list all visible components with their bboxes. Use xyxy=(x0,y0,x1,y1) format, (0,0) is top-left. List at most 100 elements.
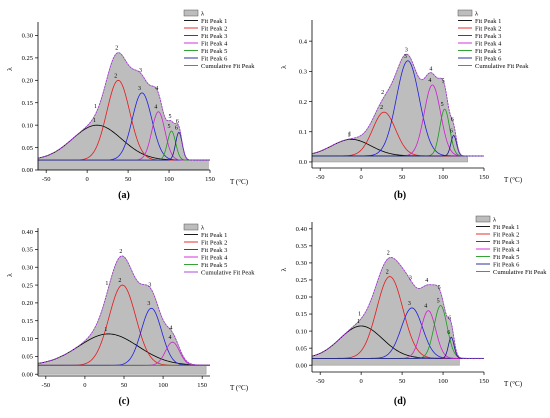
peak-number-label: 6 xyxy=(176,119,179,125)
peak-number-label: 6 xyxy=(175,125,178,131)
legend-swatch-measured xyxy=(475,215,491,223)
y-axis-label: λ xyxy=(279,65,288,69)
x-tick-label: 100 xyxy=(158,382,168,389)
y-tick-label: 0.35 xyxy=(22,247,33,254)
peak-number-label: 4 xyxy=(155,86,158,92)
peak-number-label: 1 xyxy=(104,327,107,333)
x-tick-label: 150 xyxy=(197,382,207,389)
legend-label: Fit Peak 1 xyxy=(475,18,501,25)
peak-number-label: 3 xyxy=(148,282,151,288)
peak-number-label: 2 xyxy=(381,90,384,96)
x-axis-label: T (°C) xyxy=(504,380,523,388)
legend-label: Fit Peak 1 xyxy=(201,232,227,239)
y-tick-label: 0.10 xyxy=(22,336,33,343)
fit-peak-6-line xyxy=(312,134,484,157)
measured-area xyxy=(37,255,207,375)
cumulative-fit-line xyxy=(37,52,210,161)
peak-number-label: 2 xyxy=(387,251,390,257)
x-tick-label: 50 xyxy=(125,176,132,183)
panel-caption: (b) xyxy=(394,190,406,201)
x-tick-label: 100 xyxy=(438,378,448,385)
peak-number-label: 1 xyxy=(358,311,361,317)
peak-number-label: 1 xyxy=(348,132,351,138)
y-tick-label: 0.05 xyxy=(296,345,307,352)
legend-label: Cumulative Fit Peak xyxy=(201,63,255,70)
peak-number-label: 5 xyxy=(438,285,441,291)
chart-panel-4: 1 1 2 2 3 3 4 4 5 5 6 6 -50 0 50 100 150 0.00 0.05 0.10 0.15… xyxy=(279,215,547,407)
x-axis-label: T (°C) xyxy=(230,178,249,186)
y-tick-label: 0.15 xyxy=(22,100,33,107)
legend-label: λ xyxy=(475,11,479,18)
peak-number-label: 1 xyxy=(105,281,108,287)
y-tick-label: 0.30 xyxy=(296,260,307,267)
cumulative-fit-line xyxy=(37,255,211,366)
peak-number-label: 6 xyxy=(448,316,451,322)
legend-label: Fit Peak 5 xyxy=(493,254,519,261)
legend-swatch-measured xyxy=(183,9,199,17)
x-axis-label: T (°C) xyxy=(230,384,249,392)
peak-number-label: 2 xyxy=(119,249,122,255)
peak-number-label: 5 xyxy=(169,114,172,120)
legend-label: Fit Peak 2 xyxy=(201,26,227,33)
measured-area xyxy=(311,53,468,163)
legend-label: Fit Peak 1 xyxy=(493,224,519,231)
legend-label: Cumulative Fit Peak xyxy=(201,270,255,277)
x-tick-label: -50 xyxy=(316,378,325,385)
x-tick-label: 50 xyxy=(399,378,406,385)
y-tick-label: 0.10 xyxy=(296,328,307,335)
peak-number-label: 3 xyxy=(405,48,408,54)
measured-area xyxy=(37,52,209,171)
y-tick-label: 0.1 xyxy=(299,129,307,136)
y-axis-label: λ xyxy=(5,273,14,277)
legend-label: Fit Peak 6 xyxy=(493,262,520,269)
legend-label: Fit Peak 2 xyxy=(201,240,227,247)
peak-number-label: 3 xyxy=(147,301,150,307)
peak-number-label: 6 xyxy=(450,128,453,134)
legend-label: Fit Peak 5 xyxy=(201,262,227,269)
x-tick-label: 0 xyxy=(360,174,363,181)
peak-number-label: 4 xyxy=(154,105,157,111)
x-tick-label: 100 xyxy=(438,174,448,181)
peak-number-label: 2 xyxy=(118,278,121,284)
y-tick-label: 0.35 xyxy=(296,243,307,250)
legend-label: Cumulative Fit Peak xyxy=(493,269,547,276)
peak-number-label: 2 xyxy=(115,46,118,52)
y-tick-label: 0.20 xyxy=(22,300,33,307)
peak-number-label: 4 xyxy=(169,325,172,331)
y-tick-label: 0.4 xyxy=(299,38,308,45)
chart-panel-3: 1 1 2 2 3 3 4 4 -50 0 50 100 150 0.00 0.05 0.10 0.15 0.20… xyxy=(5,223,255,407)
x-tick-label: 0 xyxy=(83,382,86,389)
x-tick-label: 150 xyxy=(479,174,489,181)
legend-swatch-measured xyxy=(457,9,473,17)
peak-number-label: 1 xyxy=(94,104,97,110)
peak-number-label: 3 xyxy=(404,54,407,60)
peak-number-label: 4 xyxy=(424,304,427,310)
legend-swatch-measured xyxy=(183,223,199,231)
y-tick-label: 0.05 xyxy=(22,354,33,361)
x-tick-label: 50 xyxy=(399,174,406,181)
panel-caption: (d) xyxy=(394,396,406,407)
legend-label: λ xyxy=(201,225,205,232)
y-tick-label: 0.00 xyxy=(296,362,307,369)
legend-label: Fit Peak 4 xyxy=(493,247,520,254)
y-axis-label: λ xyxy=(5,67,14,71)
peak-number-label: 2 xyxy=(380,105,383,111)
legend-label: Fit Peak 4 xyxy=(201,255,228,262)
cumulative-fit-line xyxy=(311,53,484,157)
y-tick-label: 0.3 xyxy=(299,69,307,76)
x-axis-label: T (°C) xyxy=(504,176,523,184)
panel-caption: (a) xyxy=(118,190,130,201)
y-tick-label: 0.05 xyxy=(22,145,33,152)
y-tick-label: 0.20 xyxy=(296,294,307,301)
x-tick-label: 150 xyxy=(479,378,489,385)
legend-label: Fit Peak 3 xyxy=(475,33,501,40)
peak-number-label: 6 xyxy=(451,117,454,123)
legend-label: λ xyxy=(201,11,205,18)
peak-number-label: 3 xyxy=(139,68,142,74)
y-tick-label: 0.15 xyxy=(22,318,33,325)
y-tick-label: 0.40 xyxy=(22,229,33,236)
cumulative-fit-line xyxy=(311,257,484,359)
